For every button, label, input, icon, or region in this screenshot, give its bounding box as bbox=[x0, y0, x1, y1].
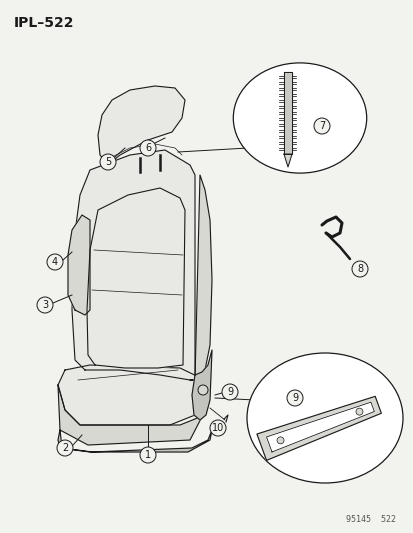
Text: 1: 1 bbox=[145, 450, 151, 460]
Circle shape bbox=[313, 118, 329, 134]
Circle shape bbox=[57, 440, 73, 456]
Polygon shape bbox=[68, 215, 90, 315]
Text: 10: 10 bbox=[211, 423, 223, 433]
Circle shape bbox=[221, 384, 237, 400]
Circle shape bbox=[351, 261, 367, 277]
Text: 95145  522: 95145 522 bbox=[345, 515, 395, 524]
Polygon shape bbox=[283, 72, 291, 154]
Circle shape bbox=[276, 437, 283, 444]
Circle shape bbox=[140, 447, 156, 463]
Circle shape bbox=[47, 254, 63, 270]
Polygon shape bbox=[72, 150, 195, 380]
Text: 3: 3 bbox=[42, 300, 48, 310]
Ellipse shape bbox=[233, 63, 366, 173]
Circle shape bbox=[100, 154, 116, 170]
Text: 5: 5 bbox=[104, 157, 111, 167]
Circle shape bbox=[37, 297, 53, 313]
Polygon shape bbox=[58, 365, 209, 425]
Text: 7: 7 bbox=[318, 121, 324, 131]
Text: 9: 9 bbox=[226, 387, 233, 397]
Polygon shape bbox=[87, 188, 185, 368]
Polygon shape bbox=[58, 430, 211, 452]
Circle shape bbox=[209, 420, 225, 436]
Text: 6: 6 bbox=[145, 143, 151, 153]
Polygon shape bbox=[283, 154, 291, 167]
Polygon shape bbox=[58, 385, 209, 445]
Circle shape bbox=[140, 140, 156, 156]
Circle shape bbox=[355, 408, 362, 415]
Text: IPL–522: IPL–522 bbox=[14, 16, 74, 30]
Polygon shape bbox=[98, 86, 185, 165]
Polygon shape bbox=[266, 402, 373, 452]
Text: 2: 2 bbox=[62, 443, 68, 453]
Polygon shape bbox=[192, 350, 211, 420]
Polygon shape bbox=[190, 175, 211, 380]
Text: 8: 8 bbox=[356, 264, 362, 274]
Ellipse shape bbox=[247, 353, 402, 483]
Circle shape bbox=[197, 385, 207, 395]
Polygon shape bbox=[256, 397, 380, 461]
Circle shape bbox=[286, 390, 302, 406]
Text: 9: 9 bbox=[291, 393, 297, 403]
Text: 4: 4 bbox=[52, 257, 58, 267]
